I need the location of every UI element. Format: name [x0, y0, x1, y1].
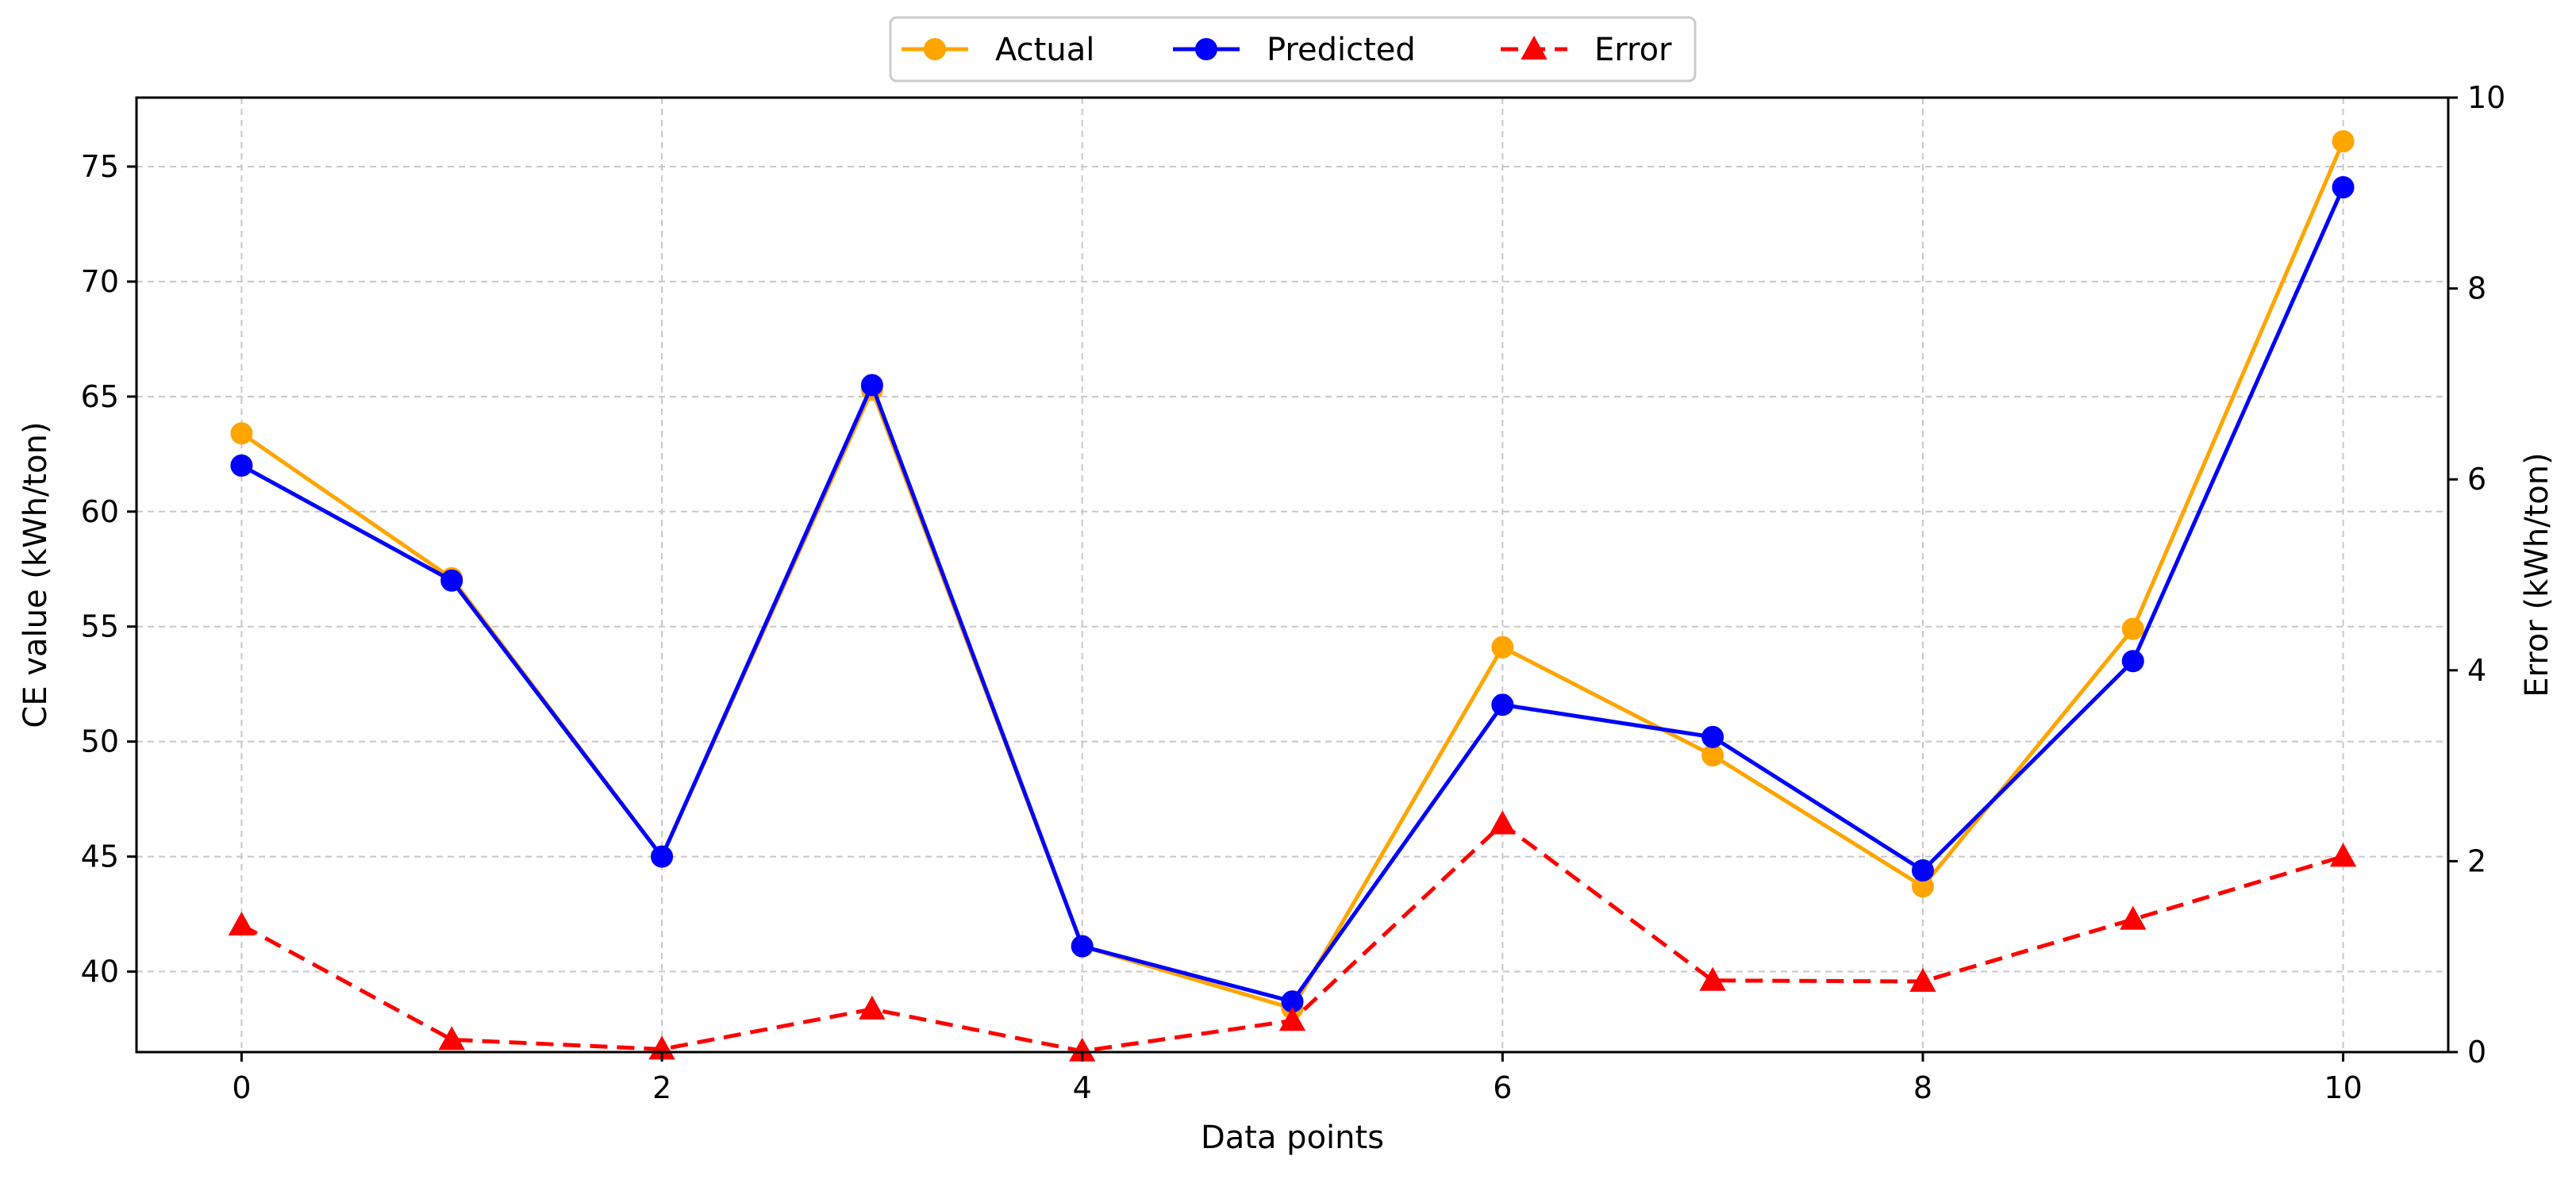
legend-label: Error: [1594, 32, 1672, 68]
data-point: [230, 422, 253, 445]
data-point: [1911, 858, 1934, 881]
legend-item-actual: Actual: [902, 32, 1094, 68]
y2-tick-label: 0: [2467, 1035, 2486, 1070]
y-tick-label: 60: [81, 494, 119, 529]
legend: Actual Predicted Error: [889, 16, 1697, 83]
x-tick-label: 2: [652, 1070, 671, 1105]
legend-item-error: Error: [1501, 32, 1672, 68]
data-point: [1701, 725, 1724, 748]
y-tick-label: 45: [81, 839, 119, 874]
x-tick-label: 8: [1913, 1070, 1932, 1105]
y2-tick-label: 6: [2467, 462, 2486, 497]
data-point: [860, 374, 883, 397]
y-tick-label: 65: [81, 379, 119, 414]
data-point: [1278, 1007, 1306, 1031]
series-predicted: [230, 176, 2355, 1013]
legend-item-predicted: Predicted: [1173, 32, 1416, 68]
data-point: [2120, 905, 2147, 930]
y-tick-label: 40: [81, 954, 119, 989]
legend-marker: [1521, 35, 1548, 60]
data-point: [2329, 843, 2357, 867]
x-tick-label: 4: [1073, 1070, 1092, 1105]
y-tick-label: 75: [81, 149, 119, 184]
series-error: [228, 810, 2357, 1062]
data-point: [230, 454, 253, 477]
y2-tick-label: 10: [2467, 80, 2505, 115]
x-axis-label: Data points: [1201, 1120, 1384, 1156]
data-point: [228, 911, 256, 936]
data-point: [1701, 744, 1724, 767]
y2-tick-label: 2: [2467, 843, 2486, 878]
data-point: [438, 1026, 465, 1050]
data-point: [2121, 650, 2144, 673]
legend-box: [889, 16, 1697, 83]
legend-marker: [924, 38, 946, 60]
y-tick-label: 70: [81, 264, 119, 299]
x-tick-label: 10: [2324, 1070, 2362, 1105]
axes: 0 2 4 6 8 10 40 45 50 55 60 65 70 75 0 2 4 6 8 10: [81, 80, 2506, 1105]
x-tick-label: 0: [232, 1070, 251, 1105]
data-point: [1491, 693, 1514, 716]
data-point: [859, 995, 886, 1020]
y2-tick-label: 4: [2467, 653, 2486, 688]
data-point: [651, 845, 674, 868]
grid: [136, 98, 2448, 1052]
legend-marker: [1195, 38, 1217, 60]
y-tick-label: 50: [81, 724, 119, 759]
y-axis-label: CE value (kWh/ton): [17, 421, 54, 728]
legend-label: Predicted: [1267, 32, 1416, 68]
x-tick-label: 6: [1493, 1070, 1512, 1105]
series-layer: [228, 130, 2357, 1062]
data-point: [2121, 617, 2144, 640]
y2-axis-label: Error (kWh/ton): [2519, 452, 2555, 697]
plot-frame: [135, 96, 2450, 1054]
data-point: [1489, 810, 1517, 835]
data-point: [1699, 966, 1726, 991]
data-point: [2332, 130, 2355, 153]
legend-label: Actual: [995, 32, 1094, 68]
data-point: [1491, 636, 1514, 659]
data-point: [1071, 935, 1094, 958]
data-point: [1909, 967, 1936, 992]
data-point: [440, 569, 463, 592]
data-point: [2332, 176, 2355, 199]
y-tick-label: 55: [81, 609, 119, 644]
y2-tick-label: 8: [2467, 271, 2486, 306]
